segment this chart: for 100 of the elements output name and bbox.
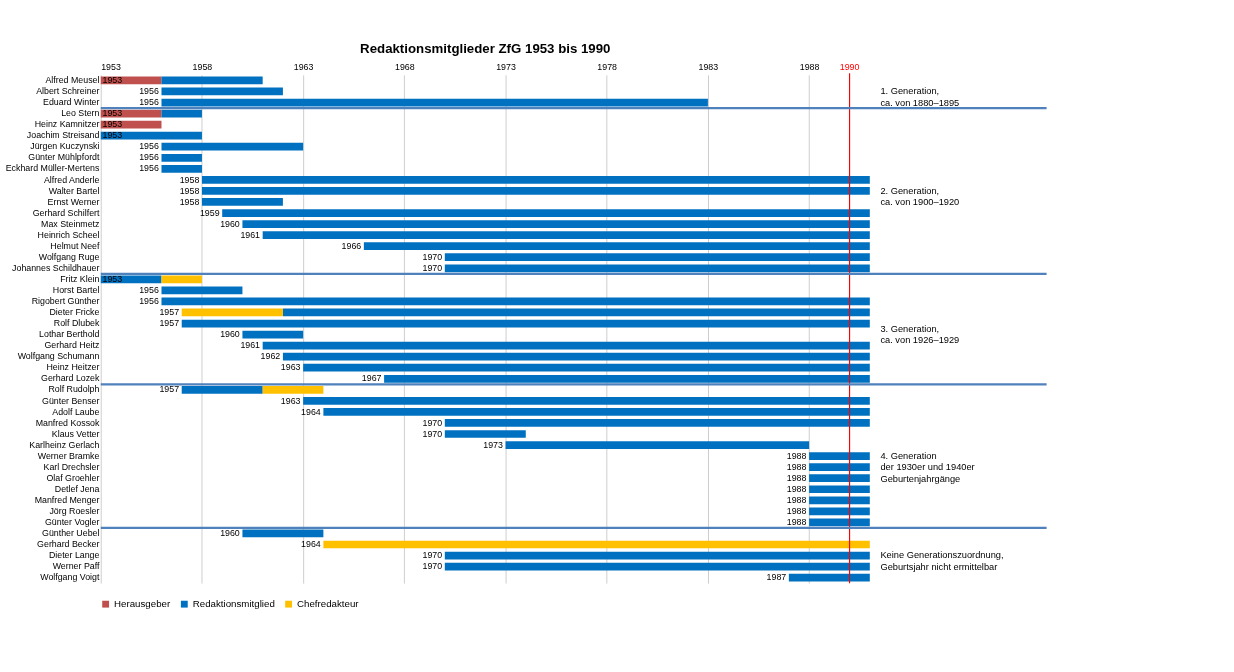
y-tick-label: Gerhard Schilfert <box>32 207 100 218</box>
annotation: 1988 <box>786 450 807 461</box>
annotation: 1973 <box>483 439 503 450</box>
y-tick-label: Adolf Laube <box>52 406 100 417</box>
annotation: 1953 <box>102 130 123 141</box>
bar <box>323 408 870 416</box>
y-tick-label: Günter Benser <box>42 395 100 406</box>
bar <box>161 87 283 96</box>
annotation: 1957 <box>159 384 180 395</box>
annotation: 1953 <box>102 273 123 284</box>
annotation: 1970 <box>422 561 443 572</box>
annotation: 1956 <box>139 141 159 152</box>
bar <box>262 341 870 350</box>
bar <box>444 264 870 273</box>
annotation: 1963 <box>280 395 301 406</box>
y-tick-label: Heinz Heitzer <box>46 362 100 373</box>
annotation: 1956 <box>139 296 159 307</box>
annotation: 1958 <box>179 196 200 207</box>
x-tick-label: 1958 <box>192 62 213 73</box>
annotation: 1964 <box>301 406 321 417</box>
y-tick-label: Günther Uebel <box>42 528 100 539</box>
bar <box>262 231 870 239</box>
annotation: 1958 <box>179 174 200 185</box>
bar <box>161 109 202 118</box>
annotation: 1956 <box>139 285 159 296</box>
bar <box>809 474 870 483</box>
y-tick-label: Jürgen Kuczynski <box>30 141 100 152</box>
y-tick-label: Günter Vogler <box>44 517 100 528</box>
annotation: 1988 <box>786 494 807 505</box>
annotation: 1959 <box>199 207 220 218</box>
bar <box>444 551 870 560</box>
bar <box>282 352 870 361</box>
annotation: 1970 <box>422 262 443 273</box>
bar <box>181 385 263 394</box>
bar <box>809 507 870 516</box>
y-tick-label: Walter Bartel <box>48 185 100 196</box>
bar <box>384 374 870 383</box>
bar <box>444 419 870 427</box>
y-tick-label: Gerhard Lozek <box>41 373 101 384</box>
annotation: 1961 <box>240 340 261 351</box>
y-tick-label: Rolf Dlubek <box>53 318 101 329</box>
annotation: 1970 <box>422 550 443 561</box>
bar <box>161 164 202 173</box>
bar <box>303 396 870 405</box>
bar <box>242 529 324 538</box>
y-tick-label: Eckhard Müller-Mertens <box>5 163 101 174</box>
y-tick-label: Heinrich Scheel <box>37 229 100 240</box>
y-tick-label: Karlheinz Gerlach <box>29 439 100 450</box>
bar <box>161 286 243 295</box>
y-tick-label: Fritz Klein <box>60 273 100 284</box>
bar <box>323 540 870 549</box>
y-tick-label: Karl Drechsler <box>43 461 100 472</box>
bar <box>161 142 304 151</box>
annotation: 1966 <box>341 240 362 251</box>
y-tick-label: Günter Mühlpfordt <box>28 152 100 163</box>
annotation: 1988 <box>786 506 807 516</box>
annotation: 1956 <box>139 163 159 174</box>
bar <box>181 308 283 317</box>
y-tick-label: Joachim Streisand <box>26 130 100 141</box>
bar <box>201 176 870 184</box>
y-tick-label: Wolfgang Schumann <box>17 351 100 362</box>
y-tick-label: Gerhard Becker <box>37 539 100 550</box>
annotation: 1957 <box>159 307 180 318</box>
text: Keine Generationszuordnung, Geburtsjahr nicht ermittelbar <box>880 550 1004 572</box>
y-tick-label: Rigobert Günther <box>31 296 100 307</box>
bar <box>161 76 263 85</box>
y-tick-label: Dieter Fricke <box>49 307 100 318</box>
bar <box>809 463 870 472</box>
bar <box>282 308 870 317</box>
bar <box>161 297 870 306</box>
annotation: 1963 <box>280 362 301 373</box>
y-tick-label: Rolf Rudolph <box>48 384 100 395</box>
annotation: 1964 <box>301 539 321 550</box>
y-tick-label: Detlef Jena <box>54 483 100 494</box>
x-tick-label: 1968 <box>394 62 415 73</box>
y-tick-label: Olaf Groehler <box>46 472 100 483</box>
bar <box>161 98 708 107</box>
annotation: 1967 <box>361 373 382 384</box>
bar <box>444 562 870 571</box>
y-tick-label: Max Steinmetz <box>41 218 100 229</box>
y-tick-label: Werner Bramke <box>37 450 100 461</box>
y-tick-label: Manfred Menger <box>34 494 100 505</box>
bar <box>201 198 283 206</box>
text: 3. Generation, ca. von 1926–1929 <box>880 323 960 346</box>
y-tick-label: Helmut Neef <box>50 240 100 251</box>
y-tick-label: Wolfgang Voigt <box>40 572 100 583</box>
bar <box>161 153 202 162</box>
bar <box>222 209 870 217</box>
annotation: 1987 <box>766 572 787 583</box>
annotation: 1970 <box>422 428 443 439</box>
y-tick-label: Dieter Lange <box>48 550 100 561</box>
x-tick-label: 1953 <box>101 62 121 73</box>
y-tick-label: Ernst Werner <box>47 196 100 207</box>
annotation: 1970 <box>422 417 443 428</box>
y-tick-label: Leo Stern <box>61 108 100 119</box>
bar <box>363 242 870 251</box>
bar <box>809 496 870 505</box>
annotation: 1988 <box>786 461 807 472</box>
y-tick-label: Werner Paff <box>52 561 100 572</box>
y-tick-label: Alfred Anderle <box>43 174 100 185</box>
